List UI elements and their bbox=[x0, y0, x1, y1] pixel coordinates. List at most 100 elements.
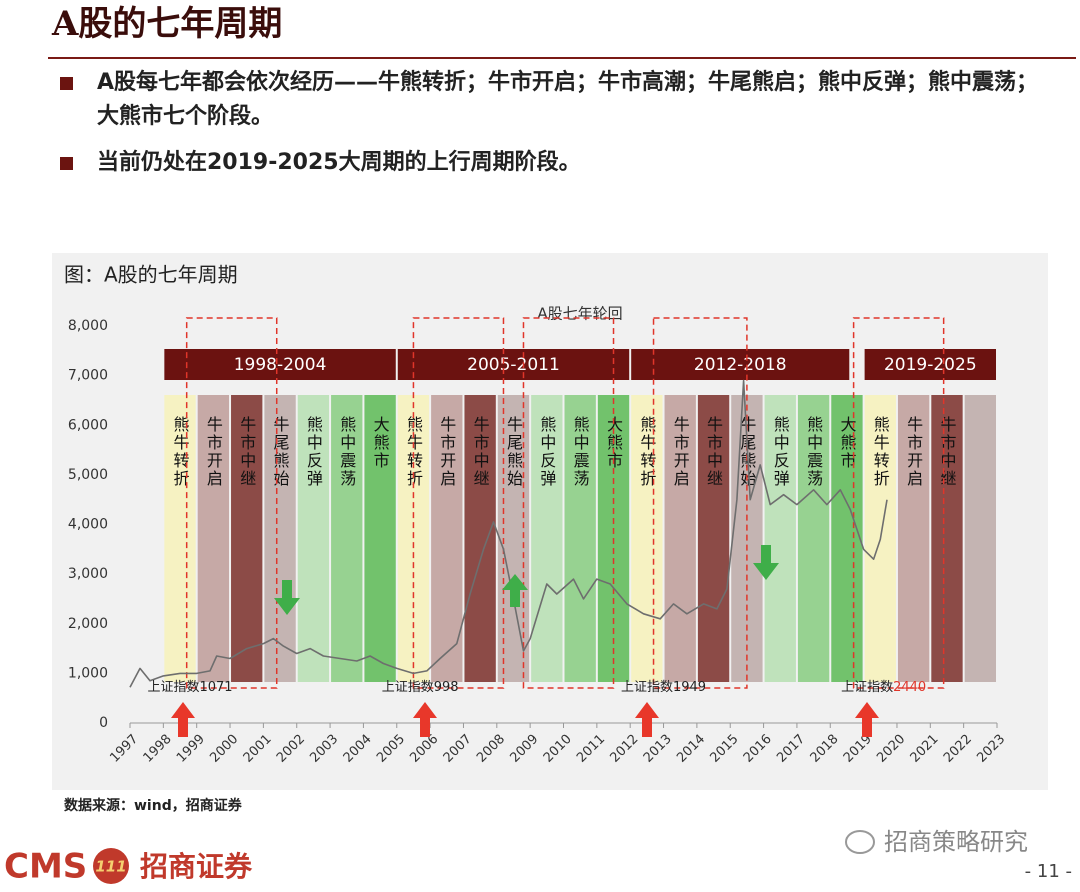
y-tick-label: 5,000 bbox=[68, 467, 108, 483]
phase-label: 牛市开启 bbox=[437, 416, 456, 488]
highlight-box bbox=[412, 317, 505, 689]
annotation-value: 2440 bbox=[893, 680, 926, 695]
phase-bands: 熊牛转折 牛市开启 牛市中继 牛尾熊始 熊中反弹 熊中震荡 大熊市1998-2004熊牛转折… bbox=[164, 317, 996, 689]
page-number: - 11 - bbox=[1025, 861, 1072, 882]
phase-band bbox=[431, 395, 463, 682]
phase-band bbox=[197, 395, 230, 682]
annotation: 上证指数2440 bbox=[841, 680, 926, 695]
phase-band bbox=[797, 395, 830, 682]
cycle-header bbox=[164, 349, 396, 380]
annotation-label: 上证指数 bbox=[382, 680, 434, 695]
highlight-box bbox=[852, 317, 945, 689]
phase-label: 熊牛转折 bbox=[637, 416, 656, 488]
phase-label: 熊中反弹 bbox=[771, 416, 790, 488]
phase-label: 牛市开启 bbox=[204, 416, 223, 488]
phase-label: 牛市中继 bbox=[471, 416, 490, 488]
arrows bbox=[171, 545, 879, 737]
annotation-label: 上证指数 bbox=[841, 680, 893, 695]
annotation-label: 上证指数 bbox=[621, 680, 673, 695]
phase-label: 牛市中继 bbox=[704, 416, 723, 488]
annotation: 上证指数1071 bbox=[147, 680, 232, 695]
cycle-label: 2019-2025 bbox=[884, 355, 977, 375]
y-tick-label: 3,000 bbox=[68, 566, 108, 582]
phase-label: 熊中震荡 bbox=[337, 416, 356, 488]
bullet: A股每七年都会依次经历——牛熊转折；牛市开启；牛市高潮；牛尾熊启；熊中反弹；熊中… bbox=[52, 66, 1042, 134]
phase-label: 牛尾熊始 bbox=[271, 416, 290, 488]
phase-band bbox=[831, 395, 863, 682]
highlight-box bbox=[652, 317, 748, 689]
up-arrow bbox=[413, 702, 437, 737]
down-arrow bbox=[274, 580, 300, 615]
phase-band bbox=[697, 395, 730, 682]
highlight-box bbox=[185, 317, 278, 689]
bullet-text: A股每七年都会依次经历——牛熊转折；牛市开启；牛市高潮；牛尾熊启；熊中反弹；熊中… bbox=[97, 70, 1039, 129]
phase-band bbox=[964, 395, 996, 682]
phase-label: 熊牛转折 bbox=[171, 416, 190, 488]
phase-label: 牛市中继 bbox=[237, 416, 256, 488]
phase-label: 熊中反弹 bbox=[537, 416, 556, 488]
index-line bbox=[129, 379, 888, 688]
phase-band bbox=[764, 395, 796, 682]
phase-band bbox=[464, 395, 496, 682]
phase-band bbox=[231, 395, 263, 682]
wechat-icon bbox=[845, 830, 875, 854]
chart-title: 图：A股的七年周期 bbox=[64, 263, 238, 287]
y-tick-label: 8,000 bbox=[68, 318, 108, 334]
phase-band bbox=[564, 395, 596, 682]
cycle-header bbox=[631, 349, 850, 380]
phase-label: 熊中震荡 bbox=[571, 416, 590, 488]
annotation-label: 上证指数 bbox=[147, 680, 199, 695]
cycle-header bbox=[397, 349, 630, 380]
phase-label: 大熊市 bbox=[371, 416, 390, 470]
phase-label: 牛尾熊始 bbox=[504, 416, 523, 488]
phase-label: 牛市开启 bbox=[671, 416, 690, 488]
phase-band bbox=[897, 395, 930, 682]
slide-title: A股的七年周期 bbox=[51, 4, 282, 44]
logo-text: CMS bbox=[4, 847, 87, 887]
annotation: 上证指数998 bbox=[382, 680, 459, 695]
annotation-value: 1949 bbox=[673, 680, 706, 695]
phase-band bbox=[664, 395, 696, 682]
phase-band bbox=[364, 395, 396, 682]
phase-band bbox=[264, 395, 296, 682]
y-tick-label: 6,000 bbox=[68, 417, 108, 433]
phase-band bbox=[164, 395, 196, 682]
phase-label: 牛市开启 bbox=[904, 416, 923, 488]
source: 数据来源：wind，招商证券 bbox=[64, 797, 243, 814]
cycle-label: 2012-2018 bbox=[694, 355, 787, 375]
bullet: 当前仍处在2019-2025大周期的上行周期阶段。 bbox=[52, 146, 1042, 180]
y-tick-label: 1,000 bbox=[68, 665, 108, 681]
annotation-value: 1071 bbox=[199, 680, 232, 695]
phase-band bbox=[297, 395, 330, 682]
up-arrow bbox=[171, 702, 195, 737]
cycle-header bbox=[864, 349, 996, 380]
highlight-box bbox=[522, 317, 615, 689]
cycle-label: 2005-2011 bbox=[467, 355, 560, 375]
y-tick-label: 2,000 bbox=[68, 616, 108, 632]
company-name: 招商证券 bbox=[140, 850, 253, 883]
annotation-value: 998 bbox=[434, 680, 459, 695]
phase-label: 熊中反弹 bbox=[304, 416, 323, 488]
up-arrow bbox=[855, 702, 879, 737]
watermark: 招商策略研究 bbox=[884, 828, 1028, 856]
annotation: 上证指数1949 bbox=[621, 680, 706, 695]
logo-badge-text: 111 bbox=[95, 858, 126, 876]
phase-band bbox=[331, 395, 363, 682]
logo-badge bbox=[93, 848, 129, 884]
phase-band bbox=[531, 395, 563, 682]
phase-band bbox=[631, 395, 663, 682]
phase-band bbox=[931, 395, 963, 682]
up-arrow bbox=[635, 702, 659, 737]
cycle-label: 1998-2004 bbox=[234, 355, 327, 375]
bullet-text: 当前仍处在2019-2025大周期的上行周期阶段。 bbox=[97, 150, 581, 175]
phase-label: 熊牛转折 bbox=[871, 416, 890, 488]
phase-label: 牛市中继 bbox=[937, 416, 956, 488]
y-tick-label: 7,000 bbox=[68, 368, 108, 384]
phase-label: 大熊市 bbox=[837, 416, 856, 470]
up-arrow-green bbox=[502, 574, 528, 607]
phase-label: 熊牛转折 bbox=[404, 416, 423, 488]
y-tick-label: 4,000 bbox=[68, 517, 108, 533]
down-arrow bbox=[753, 545, 779, 580]
